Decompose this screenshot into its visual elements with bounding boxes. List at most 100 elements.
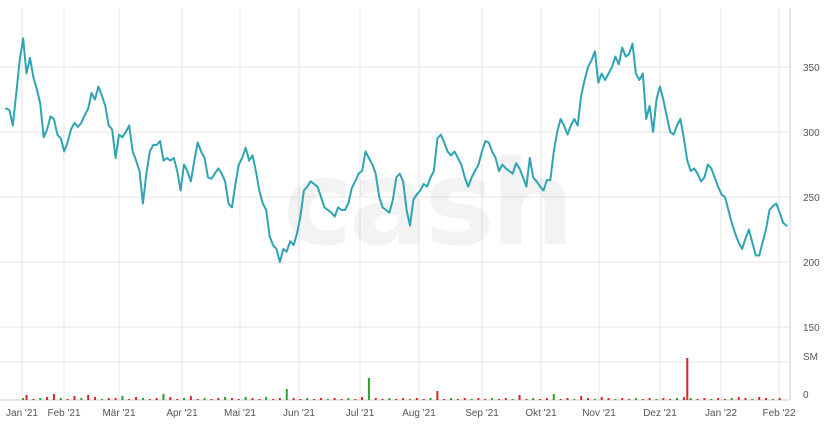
volume-bar: [443, 399, 446, 400]
volume-bar: [744, 398, 747, 400]
volume-bar: [484, 399, 487, 400]
price-line: [5, 37, 788, 263]
x-tick-label: Jul '21: [346, 408, 375, 419]
volume-bar: [580, 396, 583, 400]
volume-bar: [429, 398, 432, 400]
x-tick-label: Sep '21: [465, 408, 499, 419]
volume-bar: [367, 378, 370, 400]
volume-bar: [456, 399, 459, 400]
volume-bar: [388, 398, 391, 400]
volume-bar: [258, 399, 261, 400]
volume-bar: [710, 399, 713, 400]
volume-bar: [299, 399, 302, 400]
volume-bar: [539, 399, 542, 400]
volume-bar: [415, 398, 418, 400]
volume-bar: [771, 399, 774, 400]
volume-bar: [655, 399, 658, 400]
volume-bar: [292, 398, 295, 400]
volume-bar: [497, 399, 500, 400]
volume-bar: [552, 394, 555, 400]
x-tick-label: Feb '22: [762, 408, 795, 419]
volume-bar: [285, 389, 288, 400]
volume-bar: [39, 398, 42, 400]
y-tick-label: 350: [803, 63, 820, 74]
volume-bar: [347, 398, 350, 400]
volume-bar: [703, 398, 706, 400]
volume-bar: [662, 398, 665, 400]
y-tick-label: 250: [803, 193, 820, 204]
volume-bar: [408, 399, 411, 400]
volume-bar: [251, 398, 254, 400]
volume-bar: [689, 398, 692, 400]
volume-bar: [121, 396, 124, 400]
volume-bar: [628, 399, 631, 400]
volume-bar: [511, 399, 514, 400]
volume-bar: [196, 399, 199, 400]
volume-bar: [545, 398, 548, 400]
volume-bar: [559, 399, 562, 400]
volume-bar: [593, 399, 596, 400]
volume-bar: [25, 395, 28, 400]
volume-bar: [566, 398, 569, 400]
volume-bar: [306, 398, 309, 400]
volume-bar: [676, 398, 679, 400]
watermark-text: cash: [283, 134, 571, 272]
x-tick-label: Mai '21: [224, 408, 256, 419]
volume-bar: [758, 397, 761, 400]
volume-bar: [648, 398, 651, 400]
volume-bar: [634, 398, 637, 400]
volume-bar: [272, 399, 275, 400]
volume-bar: [587, 398, 590, 400]
volume-bar: [224, 397, 227, 400]
y-tick-label: 200: [803, 258, 820, 269]
volume-bar: [696, 399, 699, 400]
volume-bar: [326, 399, 329, 400]
volume-bar: [22, 398, 25, 400]
volume-bar: [183, 398, 186, 400]
volume-bar: [669, 399, 672, 400]
volume-bar: [189, 396, 192, 400]
y-axis-labels: 350 300 250 200 150 SM 0: [803, 63, 820, 401]
volume-bar: [730, 398, 733, 400]
volume-bar: [737, 397, 740, 400]
volume-bar: [450, 398, 453, 400]
volume-bar: [765, 398, 768, 400]
volume-bar: [128, 399, 131, 400]
volume-bar: [100, 399, 103, 400]
volume-bar: [641, 399, 644, 400]
volume-bar: [52, 394, 55, 400]
volume-bar: [778, 398, 781, 400]
grid-lines: [0, 8, 791, 401]
volume-bar: [148, 399, 151, 400]
volume-bar: [686, 358, 689, 400]
volume-bar: [381, 399, 384, 400]
volume-bar: [621, 398, 624, 400]
x-tick-label: Mär '21: [102, 408, 135, 419]
x-tick-label: Feb '21: [47, 408, 80, 419]
volume-bar: [751, 399, 754, 400]
volume-bar: [518, 395, 521, 400]
volume-bar: [59, 398, 62, 400]
volume-bar: [114, 398, 117, 400]
volume-bar: [614, 399, 617, 400]
volume-bar: [237, 399, 240, 400]
volume-bar: [463, 398, 466, 400]
volume-bar: [46, 397, 49, 400]
volume-bar: [717, 398, 720, 400]
volume-bar: [313, 399, 316, 400]
volume-bar: [361, 397, 364, 400]
volume-bar: [141, 398, 144, 400]
x-axis-labels: Jan '21 Feb '21 Mär '21 Apr '21 Mai '21 Jun '…: [6, 408, 796, 419]
volume-bar: [66, 399, 69, 400]
volume-bar: [395, 399, 398, 400]
volume-tick-label: 0: [803, 390, 809, 401]
volume-bar: [354, 399, 357, 400]
volume-bar: [278, 398, 281, 400]
volume-bar: [217, 398, 220, 400]
x-tick-label: Jan '21: [6, 408, 38, 419]
x-tick-label: Dez '21: [643, 408, 677, 419]
volume-bar: [723, 399, 726, 400]
volume-bar: [477, 398, 480, 400]
volume-bar: [210, 399, 213, 400]
